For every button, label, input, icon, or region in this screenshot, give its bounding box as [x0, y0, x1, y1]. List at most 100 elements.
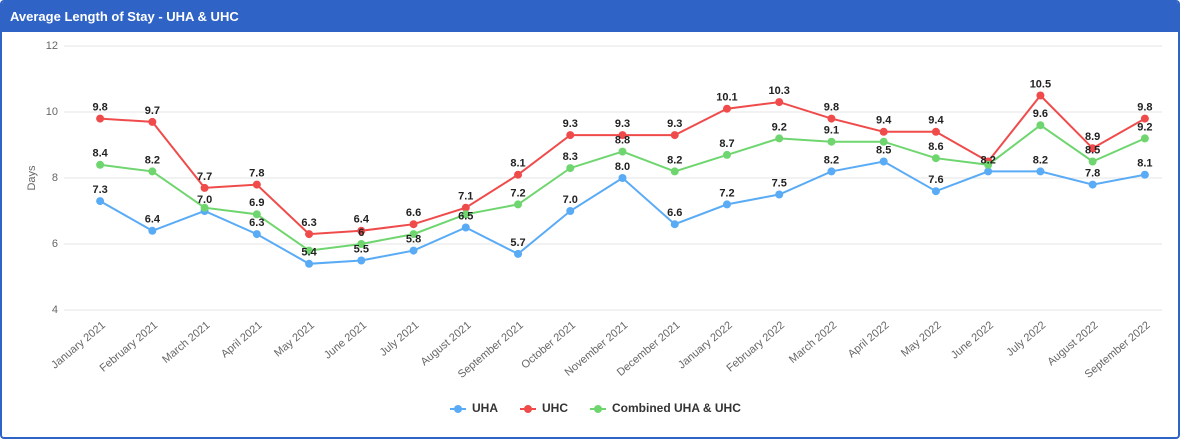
data-label: 6.4	[354, 214, 370, 226]
data-label: 9.3	[667, 118, 682, 130]
y-axis-title: Days	[26, 165, 38, 191]
point	[1036, 167, 1045, 176]
data-label: 7.0	[563, 194, 578, 206]
point	[461, 223, 470, 232]
y-tick-label: 8	[52, 172, 58, 184]
data-label: 7.0	[197, 194, 212, 206]
data-label: 9.4	[928, 115, 944, 127]
data-label: 5.7	[510, 237, 525, 249]
x-tick-label: March 2021	[160, 319, 212, 366]
data-label: 9.3	[615, 118, 630, 130]
data-label: 8.2	[1033, 154, 1048, 166]
data-label: 7.5	[772, 177, 787, 189]
point	[357, 226, 366, 235]
data-label: 8.9	[1085, 131, 1100, 143]
point	[1036, 121, 1045, 130]
legend-label: Combined UHA & UHC	[612, 401, 741, 415]
data-label: 6.3	[301, 217, 316, 229]
point	[722, 200, 731, 209]
data-label: 6.5	[458, 210, 473, 222]
data-label: 7.1	[458, 191, 473, 203]
y-tick-label: 4	[52, 304, 58, 316]
point	[357, 240, 366, 248]
y-tick-label: 6	[52, 238, 58, 250]
point	[148, 226, 157, 235]
point	[148, 117, 157, 126]
point	[200, 203, 209, 212]
point	[461, 210, 470, 219]
point	[775, 134, 784, 143]
data-label: 9.6	[1033, 108, 1048, 120]
point	[96, 197, 105, 206]
data-label: 9.8	[824, 102, 839, 114]
point	[1036, 91, 1045, 100]
data-label: 8.2	[667, 154, 682, 166]
data-label: 9.8	[1137, 102, 1152, 114]
point	[984, 167, 993, 176]
point	[618, 147, 627, 156]
point	[96, 114, 105, 123]
point	[670, 167, 679, 176]
x-tick-label: June 2022	[949, 319, 996, 361]
x-tick-label: April 2022	[846, 319, 892, 360]
data-label: 7.2	[510, 187, 525, 199]
data-label: 6.4	[145, 214, 161, 226]
point	[827, 114, 836, 123]
data-label: 8.3	[563, 151, 578, 163]
point	[409, 230, 418, 239]
point	[252, 210, 261, 219]
data-label: 8.4	[92, 148, 108, 160]
legend-marker	[524, 405, 532, 413]
data-label: 6.3	[249, 217, 264, 229]
legend-label: UHA	[472, 401, 498, 415]
x-tick-label: March 2022	[787, 319, 839, 366]
point	[514, 200, 523, 209]
point	[775, 98, 784, 107]
x-tick-label: May 2022	[899, 319, 944, 359]
point	[96, 160, 105, 169]
point	[1140, 170, 1149, 179]
point	[1140, 114, 1149, 123]
point	[566, 131, 575, 140]
point	[879, 157, 888, 166]
point	[827, 137, 836, 146]
x-tick-label: May 2021	[272, 319, 317, 359]
point	[148, 167, 157, 176]
data-label: 7.8	[1085, 168, 1100, 180]
legend-label: UHC	[542, 401, 568, 415]
y-tick-label: 12	[46, 40, 58, 52]
data-label: 6.6	[667, 207, 682, 219]
data-label: 9.7	[145, 105, 160, 117]
data-label: 5.8	[406, 234, 421, 246]
data-label: 8.2	[145, 154, 160, 166]
data-label: 8.0	[615, 161, 630, 173]
data-label: 8.1	[510, 158, 525, 170]
point	[409, 246, 418, 255]
data-label: 10.5	[1030, 78, 1051, 90]
point	[722, 150, 731, 159]
point	[931, 154, 940, 163]
x-tick-label: August 2021	[419, 319, 474, 368]
point	[1088, 144, 1097, 153]
point	[409, 220, 418, 229]
point	[618, 174, 627, 182]
point	[1140, 134, 1149, 143]
point	[1088, 157, 1097, 166]
data-label: 8.5	[876, 144, 891, 156]
point	[461, 203, 470, 212]
x-tick-label: July 2022	[1004, 319, 1048, 358]
data-label: 7.8	[249, 168, 264, 180]
x-tick-label: August 2022	[1045, 319, 1100, 368]
point	[618, 131, 627, 140]
data-label: 7.7	[197, 171, 212, 183]
point	[200, 183, 209, 192]
point	[931, 127, 940, 136]
data-label: 9.2	[772, 121, 787, 133]
point	[775, 190, 784, 199]
point	[984, 160, 993, 169]
point	[722, 104, 731, 113]
data-label: 8.6	[928, 141, 943, 153]
point	[252, 180, 261, 189]
point	[305, 259, 314, 268]
